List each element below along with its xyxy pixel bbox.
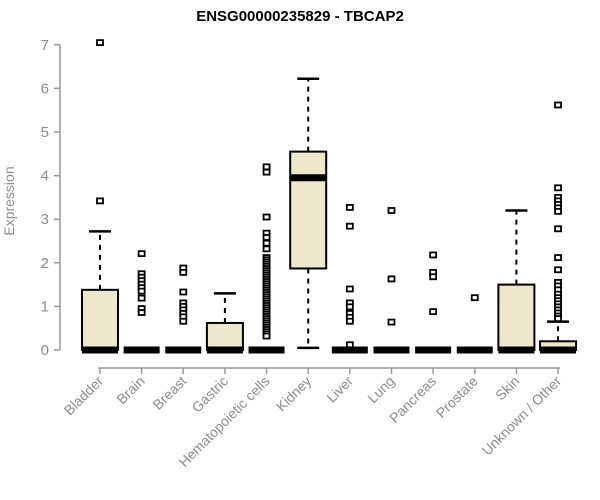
y-tick-label: 2 (41, 255, 49, 272)
outlier-point (345, 204, 354, 211)
x-tick-label: Prostate (433, 373, 481, 421)
outlier-point (345, 317, 354, 325)
outlier-point (179, 317, 188, 325)
outlier-point (429, 273, 438, 281)
outlier-point (137, 294, 146, 302)
outlier-point (137, 250, 146, 258)
y-tick-label: 4 (41, 168, 49, 185)
outlier-point (262, 234, 271, 241)
y-tick-label: 6 (41, 80, 49, 97)
outlier-point (262, 168, 271, 176)
y-tick-label: 5 (41, 124, 49, 141)
outlier-point (179, 288, 188, 296)
x-tick-label: Breast (149, 373, 189, 413)
outlier-point (554, 207, 562, 215)
outlier-point (345, 341, 354, 349)
outlier-point (262, 239, 271, 247)
x-tick-label: Bladder (61, 373, 107, 419)
x-tick-label: Lung (364, 373, 397, 406)
y-tick-label: 3 (41, 211, 49, 228)
outlier-point (345, 285, 354, 293)
box (81, 288, 119, 351)
outlier-point (262, 332, 271, 340)
box (205, 321, 244, 351)
box (289, 150, 328, 270)
outlier-point (345, 222, 354, 230)
y-tick-label: 7 (41, 37, 49, 54)
outlier-point (387, 275, 396, 283)
outlier-point (554, 254, 562, 261)
outlier-point (96, 197, 104, 205)
x-tick-label: Kidney (273, 373, 315, 415)
outlier-point (262, 213, 271, 221)
x-tick-label: Skin (492, 373, 523, 404)
chart-title: ENSG00000235829 - TBCAP2 (196, 8, 404, 25)
outlier-point (554, 184, 562, 192)
outlier-point (554, 225, 562, 233)
outlier-point (470, 294, 479, 302)
box (497, 283, 536, 352)
outlier-point (554, 101, 562, 109)
x-tick-label: Liver (323, 373, 356, 406)
outlier-point (137, 287, 146, 295)
outlier-point (262, 163, 271, 171)
y-tick-label: 1 (41, 298, 49, 315)
outlier-point (554, 315, 562, 323)
outlier-point (387, 318, 396, 326)
outlier-point (262, 245, 271, 253)
y-axis-title: Expression (1, 166, 17, 236)
x-tick-label: Unknown / Other (479, 373, 565, 459)
outlier-point (429, 308, 438, 316)
outlier-point (387, 207, 396, 214)
outlier-point (179, 268, 188, 276)
outlier-point (137, 309, 146, 316)
y-tick-label: 0 (41, 342, 49, 359)
outlier-point (554, 266, 562, 274)
outlier-point (345, 303, 354, 311)
outlier-point (429, 251, 438, 259)
x-tick-label: Brain (113, 373, 147, 407)
outlier-point (96, 39, 104, 47)
